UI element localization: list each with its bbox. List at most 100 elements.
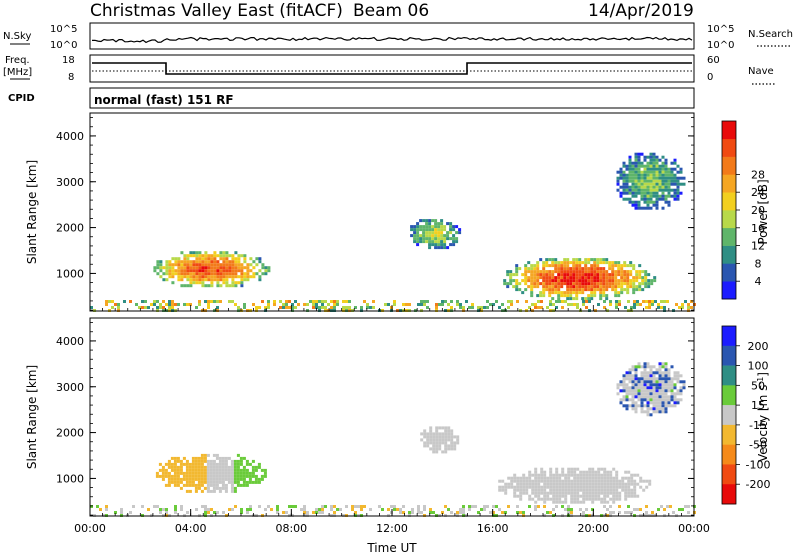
power-cell xyxy=(581,267,585,271)
power-cell xyxy=(637,176,641,180)
power-cell xyxy=(372,300,375,303)
velocity-cell xyxy=(251,459,255,463)
power-cell xyxy=(634,176,638,180)
power-cell xyxy=(216,284,220,288)
velocity-cell xyxy=(561,488,565,492)
power-cell xyxy=(637,179,641,183)
power-cell xyxy=(437,243,441,247)
velocity-cell xyxy=(176,471,180,475)
velocity-cell xyxy=(444,426,448,430)
power-cell xyxy=(222,272,226,276)
velocity-cell xyxy=(423,505,426,508)
power-cell xyxy=(622,191,626,195)
velocity-cell xyxy=(321,505,324,508)
velocity-cell xyxy=(576,494,580,498)
velocity-cell xyxy=(664,392,668,396)
colorbar-segment xyxy=(722,174,736,193)
velocity-cell xyxy=(549,467,553,471)
velocity-cell xyxy=(159,508,162,511)
power-cell xyxy=(542,264,546,268)
power-cell xyxy=(581,282,585,286)
power-cell xyxy=(658,197,662,201)
power-cell xyxy=(649,206,653,210)
velocity-cell xyxy=(684,505,687,508)
power-cell xyxy=(625,191,629,195)
velocity-cell xyxy=(176,468,180,472)
velocity-cell xyxy=(658,362,662,366)
power-cell xyxy=(324,300,327,303)
velocity-cell xyxy=(670,380,674,384)
colorbar-segment xyxy=(722,121,736,140)
power-cell xyxy=(180,260,184,264)
velocity-cell xyxy=(570,488,574,492)
velocity-cell xyxy=(627,485,631,489)
velocity-cell xyxy=(609,497,613,501)
power-cell xyxy=(198,263,202,267)
velocity-cell xyxy=(594,485,598,489)
power-cell xyxy=(548,276,552,280)
velocity-cell xyxy=(203,456,207,460)
power-cell xyxy=(105,300,108,303)
power-cell xyxy=(480,306,483,309)
power-cell xyxy=(243,306,246,309)
velocity-cell xyxy=(585,470,589,474)
power-cell xyxy=(213,263,217,267)
power-cell xyxy=(420,300,423,303)
power-cell xyxy=(240,269,244,273)
velocity-cell xyxy=(676,371,680,375)
power-cell xyxy=(643,185,647,189)
velocity-cell xyxy=(615,497,619,501)
power-cell xyxy=(599,294,603,298)
colorbar-segment xyxy=(722,227,736,246)
velocity-cell xyxy=(661,362,665,366)
power-cell xyxy=(667,185,671,189)
velocity-cell xyxy=(254,480,258,484)
power-cell xyxy=(614,261,618,265)
velocity-cell xyxy=(561,479,565,483)
velocity-cell xyxy=(486,505,489,508)
velocity-cell xyxy=(570,485,574,489)
velocity-cell xyxy=(242,465,246,469)
velocity-cell xyxy=(558,482,562,486)
power-cell xyxy=(646,167,650,171)
velocity-cell xyxy=(240,508,243,511)
velocity-cell xyxy=(185,465,189,469)
velocity-cell xyxy=(655,368,659,372)
power-cell xyxy=(608,282,612,286)
velocity-cell xyxy=(249,505,252,508)
velocity-cell xyxy=(640,389,644,393)
power-cell xyxy=(603,300,606,303)
velocity-cell xyxy=(191,468,195,472)
velocity-cell xyxy=(194,456,198,460)
power-cell xyxy=(455,225,459,229)
power-cell xyxy=(159,260,163,264)
power-cell xyxy=(596,288,600,292)
velocity-cell xyxy=(164,468,168,472)
velocity-cell xyxy=(655,401,659,405)
velocity-cell xyxy=(435,450,439,454)
power-cell xyxy=(440,225,444,229)
velocity-cell xyxy=(191,477,195,481)
power-cell xyxy=(425,234,429,238)
velocity-cell xyxy=(221,477,225,481)
velocity-cell xyxy=(628,398,632,402)
velocity-cell xyxy=(354,511,357,514)
power-cell xyxy=(661,206,665,210)
power-cell xyxy=(635,276,639,280)
velocity-cell xyxy=(558,491,562,495)
power-cell xyxy=(210,281,214,285)
power-cell xyxy=(638,264,642,268)
power-cell xyxy=(578,282,582,286)
velocity-cell xyxy=(236,480,240,484)
velocity-cell xyxy=(525,488,529,492)
velocity-cell xyxy=(670,395,674,399)
power-cell xyxy=(413,237,417,241)
power-cell xyxy=(237,257,241,261)
velocity-cell xyxy=(432,511,435,514)
velocity-cell xyxy=(549,473,553,477)
power-cell xyxy=(646,161,650,165)
power-cell xyxy=(165,263,169,267)
velocity-cell xyxy=(233,462,237,466)
noise-tick-low: 10^0 xyxy=(50,40,77,51)
power-cell xyxy=(288,306,291,309)
